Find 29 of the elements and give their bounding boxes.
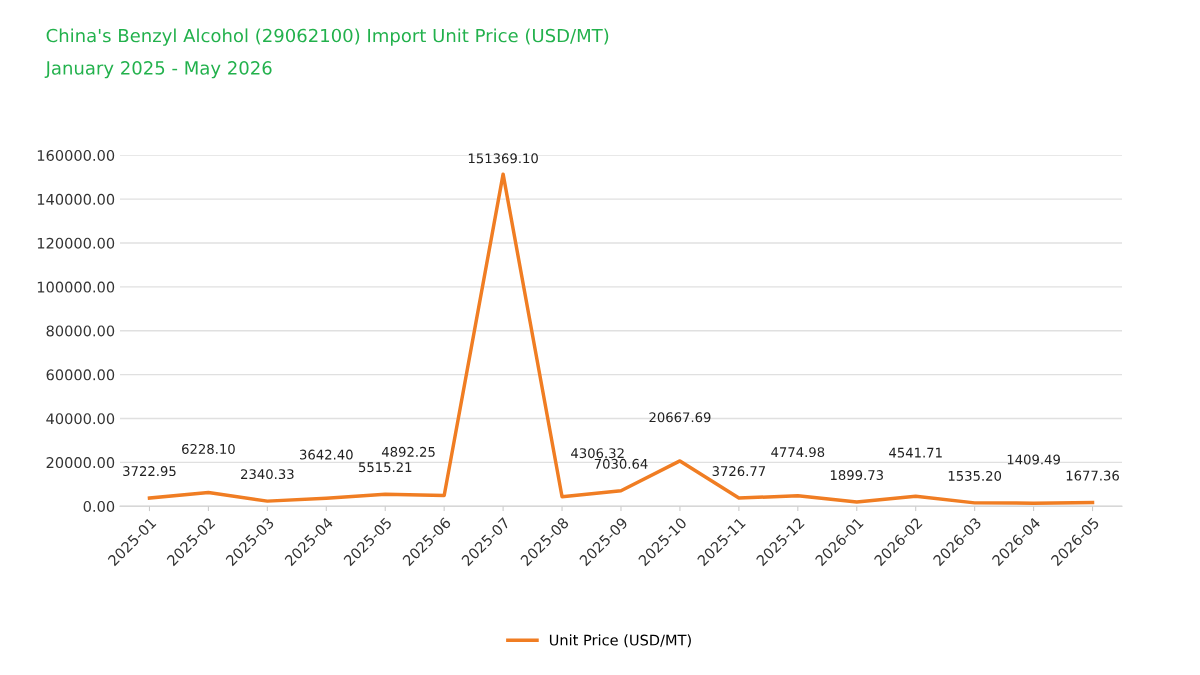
y-tick-label: 120000.00: [37, 237, 115, 249]
text: 4774.98: [771, 447, 825, 458]
y-tick-label: 20000.00: [46, 457, 115, 469]
y-tick-label: 140000.00: [37, 193, 115, 205]
y-tick-label: 60000.00: [46, 369, 115, 381]
text: 3722.95: [123, 466, 176, 477]
legend-label: Unit Price (USD/MT): [549, 634, 691, 648]
text: 4892.25: [381, 446, 435, 457]
y-tick-label: 80000.00: [46, 325, 115, 337]
text: 1409.49: [1007, 454, 1060, 465]
y-tick-label: 40000.00: [46, 413, 115, 425]
y-tick-label: 100000.00: [37, 281, 115, 293]
chart-subtitle: January 2025 - May 2026: [44, 61, 272, 79]
text: 2340.33: [241, 469, 294, 480]
text: 3726.77: [712, 466, 766, 477]
chart-title: China's Benzyl Alcohol (29062100) Import Unit Price (USD/MT): [46, 28, 609, 46]
text: 20667.69: [649, 412, 711, 423]
text: 151369.10: [468, 153, 538, 164]
text: 5515.21: [358, 462, 412, 473]
text: 1899.73: [830, 470, 883, 481]
text: 1677.36: [1066, 470, 1119, 481]
text: 1535.20: [948, 470, 1002, 481]
y-tick-label: 160000.00: [37, 149, 115, 161]
text: 7030.64: [594, 458, 648, 469]
text: 4541.71: [889, 447, 942, 458]
text: 6228.10: [182, 443, 235, 454]
text: 3642.40: [300, 449, 353, 460]
y-tick-label: 0.00: [83, 500, 115, 512]
text: 4306.32: [571, 448, 624, 459]
